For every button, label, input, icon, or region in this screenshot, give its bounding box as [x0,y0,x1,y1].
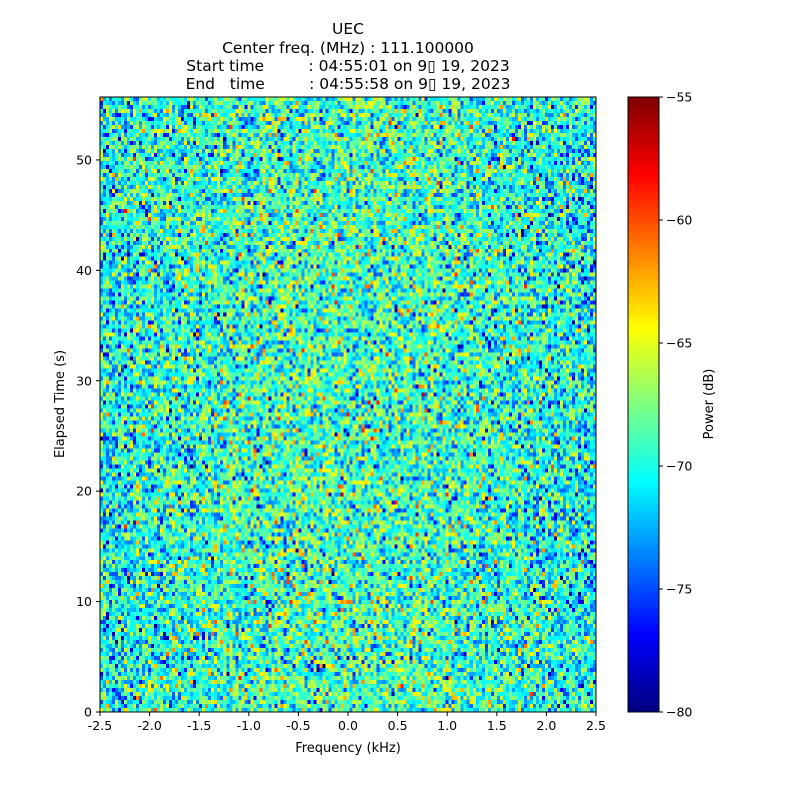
center-frequency: Center freq. (MHz) : 111.100000 [222,39,474,57]
colorbar-tick-label: −65 [666,336,692,351]
plot-frame [99,96,597,713]
colorbar-tick-label: −60 [666,213,692,228]
x-tick-label: 1.5 [487,718,507,733]
x-tick-label: 0.0 [338,718,358,733]
y-tick-label: 50 [76,152,92,167]
x-tick-label: -1.5 [187,718,211,733]
spectrogram-heatmap [100,97,596,712]
y-tick-label: 40 [76,263,92,278]
x-tick-label: -2.0 [137,718,161,733]
colorbar-tick-label: −75 [666,582,692,597]
x-tick-label: 2.5 [586,718,606,733]
x-tick-label: 2.0 [536,718,556,733]
y-tick-label: 20 [76,484,92,499]
colorbar-tick-label: −80 [666,705,692,720]
x-tick-label: -0.5 [286,718,310,733]
x-tick-label: 0.5 [388,718,408,733]
x-tick-label: 1.0 [437,718,457,733]
y-tick-label: 0 [84,705,92,720]
chart-title: UEC [332,20,364,38]
colorbar-frame [627,96,660,713]
start-time: Start time : 04:55:01 on 9▯ 19, 2023 [186,57,510,75]
colorbar-tick-label: −55 [666,90,692,105]
y-axis-label: Elapsed Time (s) [53,350,68,458]
x-axis-label: Frequency (kHz) [295,741,401,756]
end-time: End time : 04:55:58 on 9▯ 19, 2023 [185,75,511,93]
colorbar [628,97,659,712]
y-tick-label: 10 [76,594,92,609]
colorbar-label: Power (dB) [702,369,717,440]
x-tick-label: -1.0 [237,718,261,733]
x-tick-label: -2.5 [88,718,112,733]
colorbar-tick-label: −70 [666,459,692,474]
y-tick-label: 30 [76,373,92,388]
